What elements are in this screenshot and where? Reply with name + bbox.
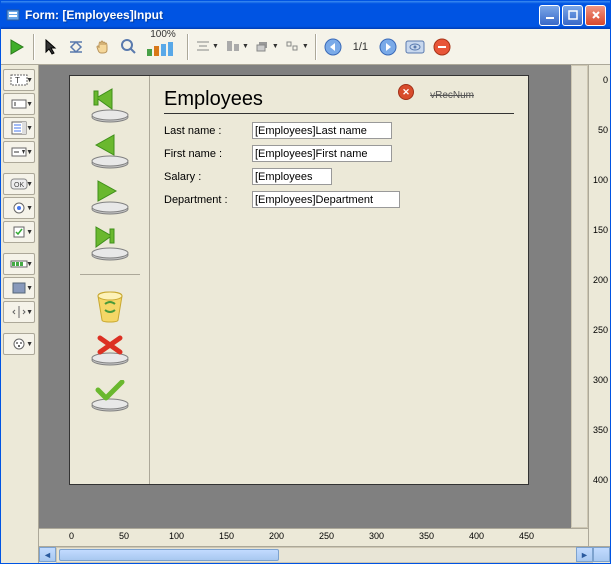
button-tool[interactable]: OK▼ [3,173,35,195]
maximize-button[interactable] [562,5,583,26]
prev-button[interactable] [321,33,345,61]
zoom-tool[interactable] [117,33,141,61]
view-button[interactable] [402,33,428,61]
stop-button[interactable] [430,33,454,61]
next-button[interactable] [376,33,400,61]
form-title-area: Employees ✕ vRecNum [164,88,514,114]
combo-tool[interactable]: ▼ [3,141,35,163]
field-input[interactable] [252,145,392,162]
form-row: First name : [164,145,514,162]
svg-text:OK: OK [14,182,24,189]
form-nav-sidebar [70,76,150,484]
scroll-corner [593,547,610,562]
form-row: Salary : [164,168,514,185]
titlebar[interactable]: Form: [Employees]Input [1,1,610,29]
form-canvas[interactable]: Employees ✕ vRecNum Last name : First nam… [69,75,529,485]
form-body: Employees ✕ vRecNum Last name : First nam… [150,76,528,484]
text-field-tool[interactable]: T▼ [3,69,35,91]
prev-record-button[interactable] [84,130,136,172]
input-tool[interactable]: ▼ [3,93,35,115]
ruler-horizontal: 050100150200250300350400450 [39,528,588,546]
distribute-tool[interactable]: ▼ [223,33,251,61]
scroll-thumb[interactable] [59,549,279,561]
pointer-tool[interactable] [39,33,63,61]
scrollbar-horizontal[interactable]: ◄ ► [39,546,610,563]
field-label: Department : [164,194,252,206]
main-toolbar: 100% ▼ ▼ ▼ ▼ 1/1 [1,29,610,65]
pager-text: 1/1 [347,41,374,53]
field-label: Salary : [164,171,252,183]
scroll-right-button[interactable]: ► [576,547,593,562]
scroll-left-button[interactable]: ◄ [39,547,56,562]
hand-tool[interactable] [91,33,115,61]
form-editor-window: Form: [Employees]Input 100% ▼ ▼ ▼ ▼ 1/1 … [0,0,611,564]
cancel-button[interactable] [84,331,136,373]
field-label: Last name : [164,125,252,137]
app-icon [5,7,21,23]
field-input[interactable] [252,191,400,208]
plugin-tool[interactable]: ▼ [3,333,35,355]
next-record-button[interactable] [84,176,136,218]
minimize-button[interactable] [539,5,560,26]
z-order-tool[interactable] [65,33,89,61]
close-button[interactable] [585,5,606,26]
field-input[interactable] [252,168,332,185]
delete-record-button[interactable] [84,285,136,327]
listbox-tool[interactable]: ▼ [3,117,35,139]
layers-tool[interactable]: ▼ [253,33,281,61]
splitter-tool[interactable]: ▼ [3,301,35,323]
form-row: Department : [164,191,514,208]
progress-tool[interactable]: ▼ [3,253,35,275]
form-row: Last name : [164,122,514,139]
group-tool[interactable]: ▼ [283,33,311,61]
radio-tool[interactable]: ▼ [3,197,35,219]
tool-palette: T▼ ▼ ▼ ▼ OK▼ ▼ ▼ ▼ ▼ ▼ ▼ [1,65,39,563]
last-record-button[interactable] [84,222,136,264]
canvas-area: Employees ✕ vRecNum Last name : First nam… [39,65,610,563]
scrollbar-vertical[interactable] [571,65,588,528]
rect-tool[interactable]: ▼ [3,277,35,299]
field-label: First name : [164,148,252,160]
checkbox-tool[interactable]: ▼ [3,221,35,243]
window-title: Form: [Employees]Input [25,8,539,22]
recnum-label: vRecNum [430,90,474,101]
ruler-vertical: 050100150200250300350400 [588,65,610,546]
run-button[interactable] [5,33,29,61]
field-input[interactable] [252,122,392,139]
zoom-level[interactable]: 100% [143,33,183,61]
error-badge-icon[interactable]: ✕ [398,84,414,100]
svg-text:T: T [15,76,20,85]
accept-button[interactable] [84,377,136,419]
first-record-button[interactable] [84,84,136,126]
align-tool[interactable]: ▼ [193,33,221,61]
form-title: Employees [164,88,263,110]
